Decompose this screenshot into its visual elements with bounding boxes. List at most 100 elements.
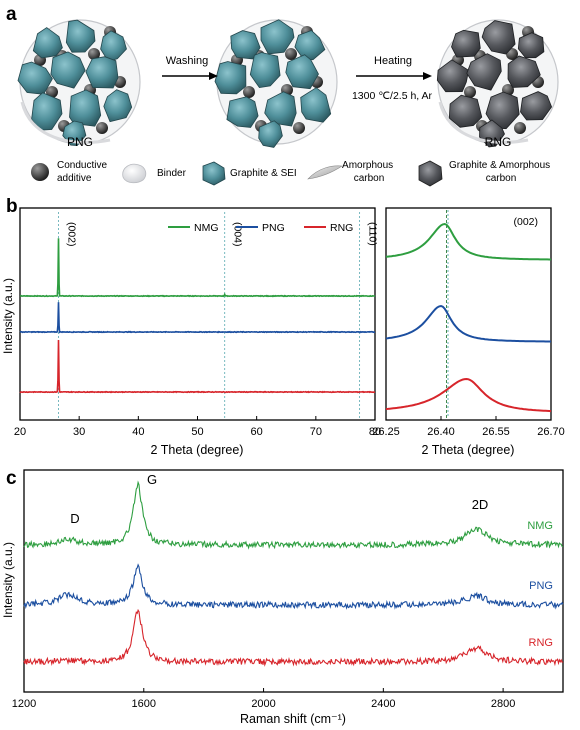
- graphite-sei-particle: [260, 19, 295, 55]
- xrd-zoom-chart: 26.25 26.40 26.55 26.70 (002) 2 Theta (degr…: [372, 207, 565, 457]
- panel-a: a PNG RNG Washing Heating 1300 ℃/2.5 h, …: [6, 4, 559, 187]
- graphite-sei-particle: [249, 52, 281, 89]
- graphite-sei-particle: [258, 120, 283, 148]
- legend-label-graphite-sei: Graphite & SEI: [230, 168, 297, 179]
- graphite-amorphous-particle: [485, 91, 520, 130]
- heating-label: Heating: [374, 55, 412, 67]
- graphite-sei-particle: [65, 19, 96, 53]
- graphite-sei-particle: [226, 96, 259, 128]
- sample-label-png: PNG: [67, 135, 93, 149]
- cluster-rng: [436, 19, 559, 148]
- zoom-series-line-nmg: [385, 222, 551, 261]
- sample-label-rng: RNG: [485, 135, 512, 149]
- graphite-sei-particle: [62, 120, 87, 147]
- series-label-nmg: NMG: [527, 520, 553, 532]
- xrd-series-line-png: [19, 302, 376, 334]
- binder-icon: [122, 163, 147, 184]
- graphite-amorphous-particle: [448, 94, 483, 128]
- x-tick-label: 2400: [371, 698, 395, 710]
- x-tick-label: 26.55: [482, 426, 510, 438]
- graphite-sei-icon: [202, 161, 226, 186]
- conductive-additive-particle: [514, 122, 526, 134]
- series-label-png: PNG: [529, 580, 553, 592]
- graphite-amorphous-particle: [466, 53, 502, 91]
- raman-series-line-png: [23, 563, 564, 610]
- x-tick-label: 40: [132, 426, 144, 438]
- heating-condition: 1300 ℃/2.5 h, Ar: [352, 90, 433, 102]
- graphite-amorphous-particle: [507, 55, 541, 88]
- x-tick-label: 26.70: [537, 426, 565, 438]
- xrd-y-axis-label: Intensity (a.u.): [1, 278, 15, 354]
- graphite-sei-particle: [50, 51, 86, 89]
- legend-label-png: PNG: [262, 222, 285, 234]
- x-tick-label: 2000: [251, 698, 275, 710]
- x-tick-label: 2800: [491, 698, 515, 710]
- x-tick-label: 80: [369, 426, 381, 438]
- raman-plot-frame: [23, 469, 564, 693]
- band-label-d: D: [70, 511, 79, 526]
- graphite-amorphous-particle: [520, 91, 553, 121]
- graphite-amorphous-particle: [517, 32, 545, 59]
- xrd-x-axis-label: 2 Theta (degree): [151, 443, 244, 457]
- xrd-zoom-title: (002): [513, 216, 538, 228]
- conductive-additive-particle: [96, 122, 108, 134]
- legend-label-nmg: NMG: [194, 222, 219, 234]
- raman-plot-area: NMG PNG RNG D G 2D 1200 1600 2000 2400 2800: [12, 472, 564, 710]
- legend-label-conductive-additive: Conductive additive: [57, 160, 110, 184]
- amorphous-carbon-icon: [307, 165, 343, 180]
- graphite-sei-particle: [214, 61, 247, 95]
- x-tick-label: 26.40: [427, 426, 455, 438]
- graphite-sei-particle: [294, 30, 326, 61]
- graphite-sei-particle: [230, 30, 261, 60]
- graphite-sei-particle: [264, 91, 297, 127]
- graphite-sei-particle: [31, 92, 63, 131]
- x-tick-label: 20: [14, 426, 26, 438]
- graphite-amorphous-particle: [481, 20, 516, 55]
- heating-arrow: [356, 72, 432, 80]
- xrd-series-line-nmg: [19, 238, 376, 298]
- panel-label-b: b: [6, 196, 18, 217]
- x-tick-label: 50: [191, 426, 203, 438]
- conductive-additive-particle: [285, 48, 297, 60]
- graphite-sei-particle: [300, 87, 332, 123]
- washing-label: Washing: [166, 55, 208, 67]
- raman-chart: NMG PNG RNG D G 2D 1200 1600 2000 2400 2800 Intens…: [1, 469, 564, 726]
- conductive-additive-particle: [243, 86, 255, 98]
- x-tick-label: 70: [310, 426, 322, 438]
- xrd-zoom-x-axis-label: 2 Theta (degree): [422, 443, 515, 457]
- xrd-zoom-plot-frame: [385, 207, 552, 421]
- x-tick-label: 30: [73, 426, 85, 438]
- conductive-additive-particle: [293, 122, 305, 134]
- legend-label-binder: Binder: [157, 168, 187, 179]
- peak-label: (110): [367, 222, 379, 246]
- panel-label-c: c: [6, 468, 17, 489]
- schematic-legend: Conductive additive Binder Graphite & SE…: [31, 160, 553, 187]
- zoom-series-line-rng: [385, 377, 552, 413]
- band-label-g: G: [147, 472, 157, 487]
- x-tick-label: 1200: [12, 698, 36, 710]
- xrd-plot-area: (002) (004) (110) NMG PNG RNG 20 30 40 50 60 70 80: [14, 212, 381, 438]
- xrd-zoom-plot-area: 26.25 26.40 26.55 26.70: [372, 210, 565, 438]
- legend-label-rng: RNG: [330, 222, 353, 234]
- cluster-png: [17, 19, 141, 147]
- conductive-additive-particle: [88, 48, 100, 60]
- particle-schematics: [17, 19, 559, 148]
- conductive-additive-particle: [464, 86, 476, 98]
- peak-label: (004): [232, 222, 244, 247]
- xrd-chart: (002) (004) (110) NMG PNG RNG 20 30 40 50 60 70 80 I…: [1, 207, 381, 457]
- raman-y-axis-label: Intensity (a.u.): [1, 542, 15, 618]
- graphite-amorphous-particle: [436, 59, 470, 93]
- band-label-2d: 2D: [472, 497, 489, 512]
- graphite-sei-particle: [285, 54, 319, 90]
- graphite-sei-particle: [100, 30, 127, 62]
- binder-fragment: [438, 101, 529, 144]
- peak-label: (002): [65, 222, 77, 247]
- x-tick-label: 60: [251, 426, 263, 438]
- raman-series-line-rng: [23, 608, 564, 667]
- legend-label-graphite-amorphous-carbon: Graphite & Amorphous carbon: [449, 160, 553, 184]
- graphite-sei-particle: [103, 89, 133, 123]
- raman-series-line-nmg: [23, 480, 564, 550]
- panel-label-a: a: [6, 4, 17, 25]
- graphite-amorphous-particle: [451, 29, 481, 58]
